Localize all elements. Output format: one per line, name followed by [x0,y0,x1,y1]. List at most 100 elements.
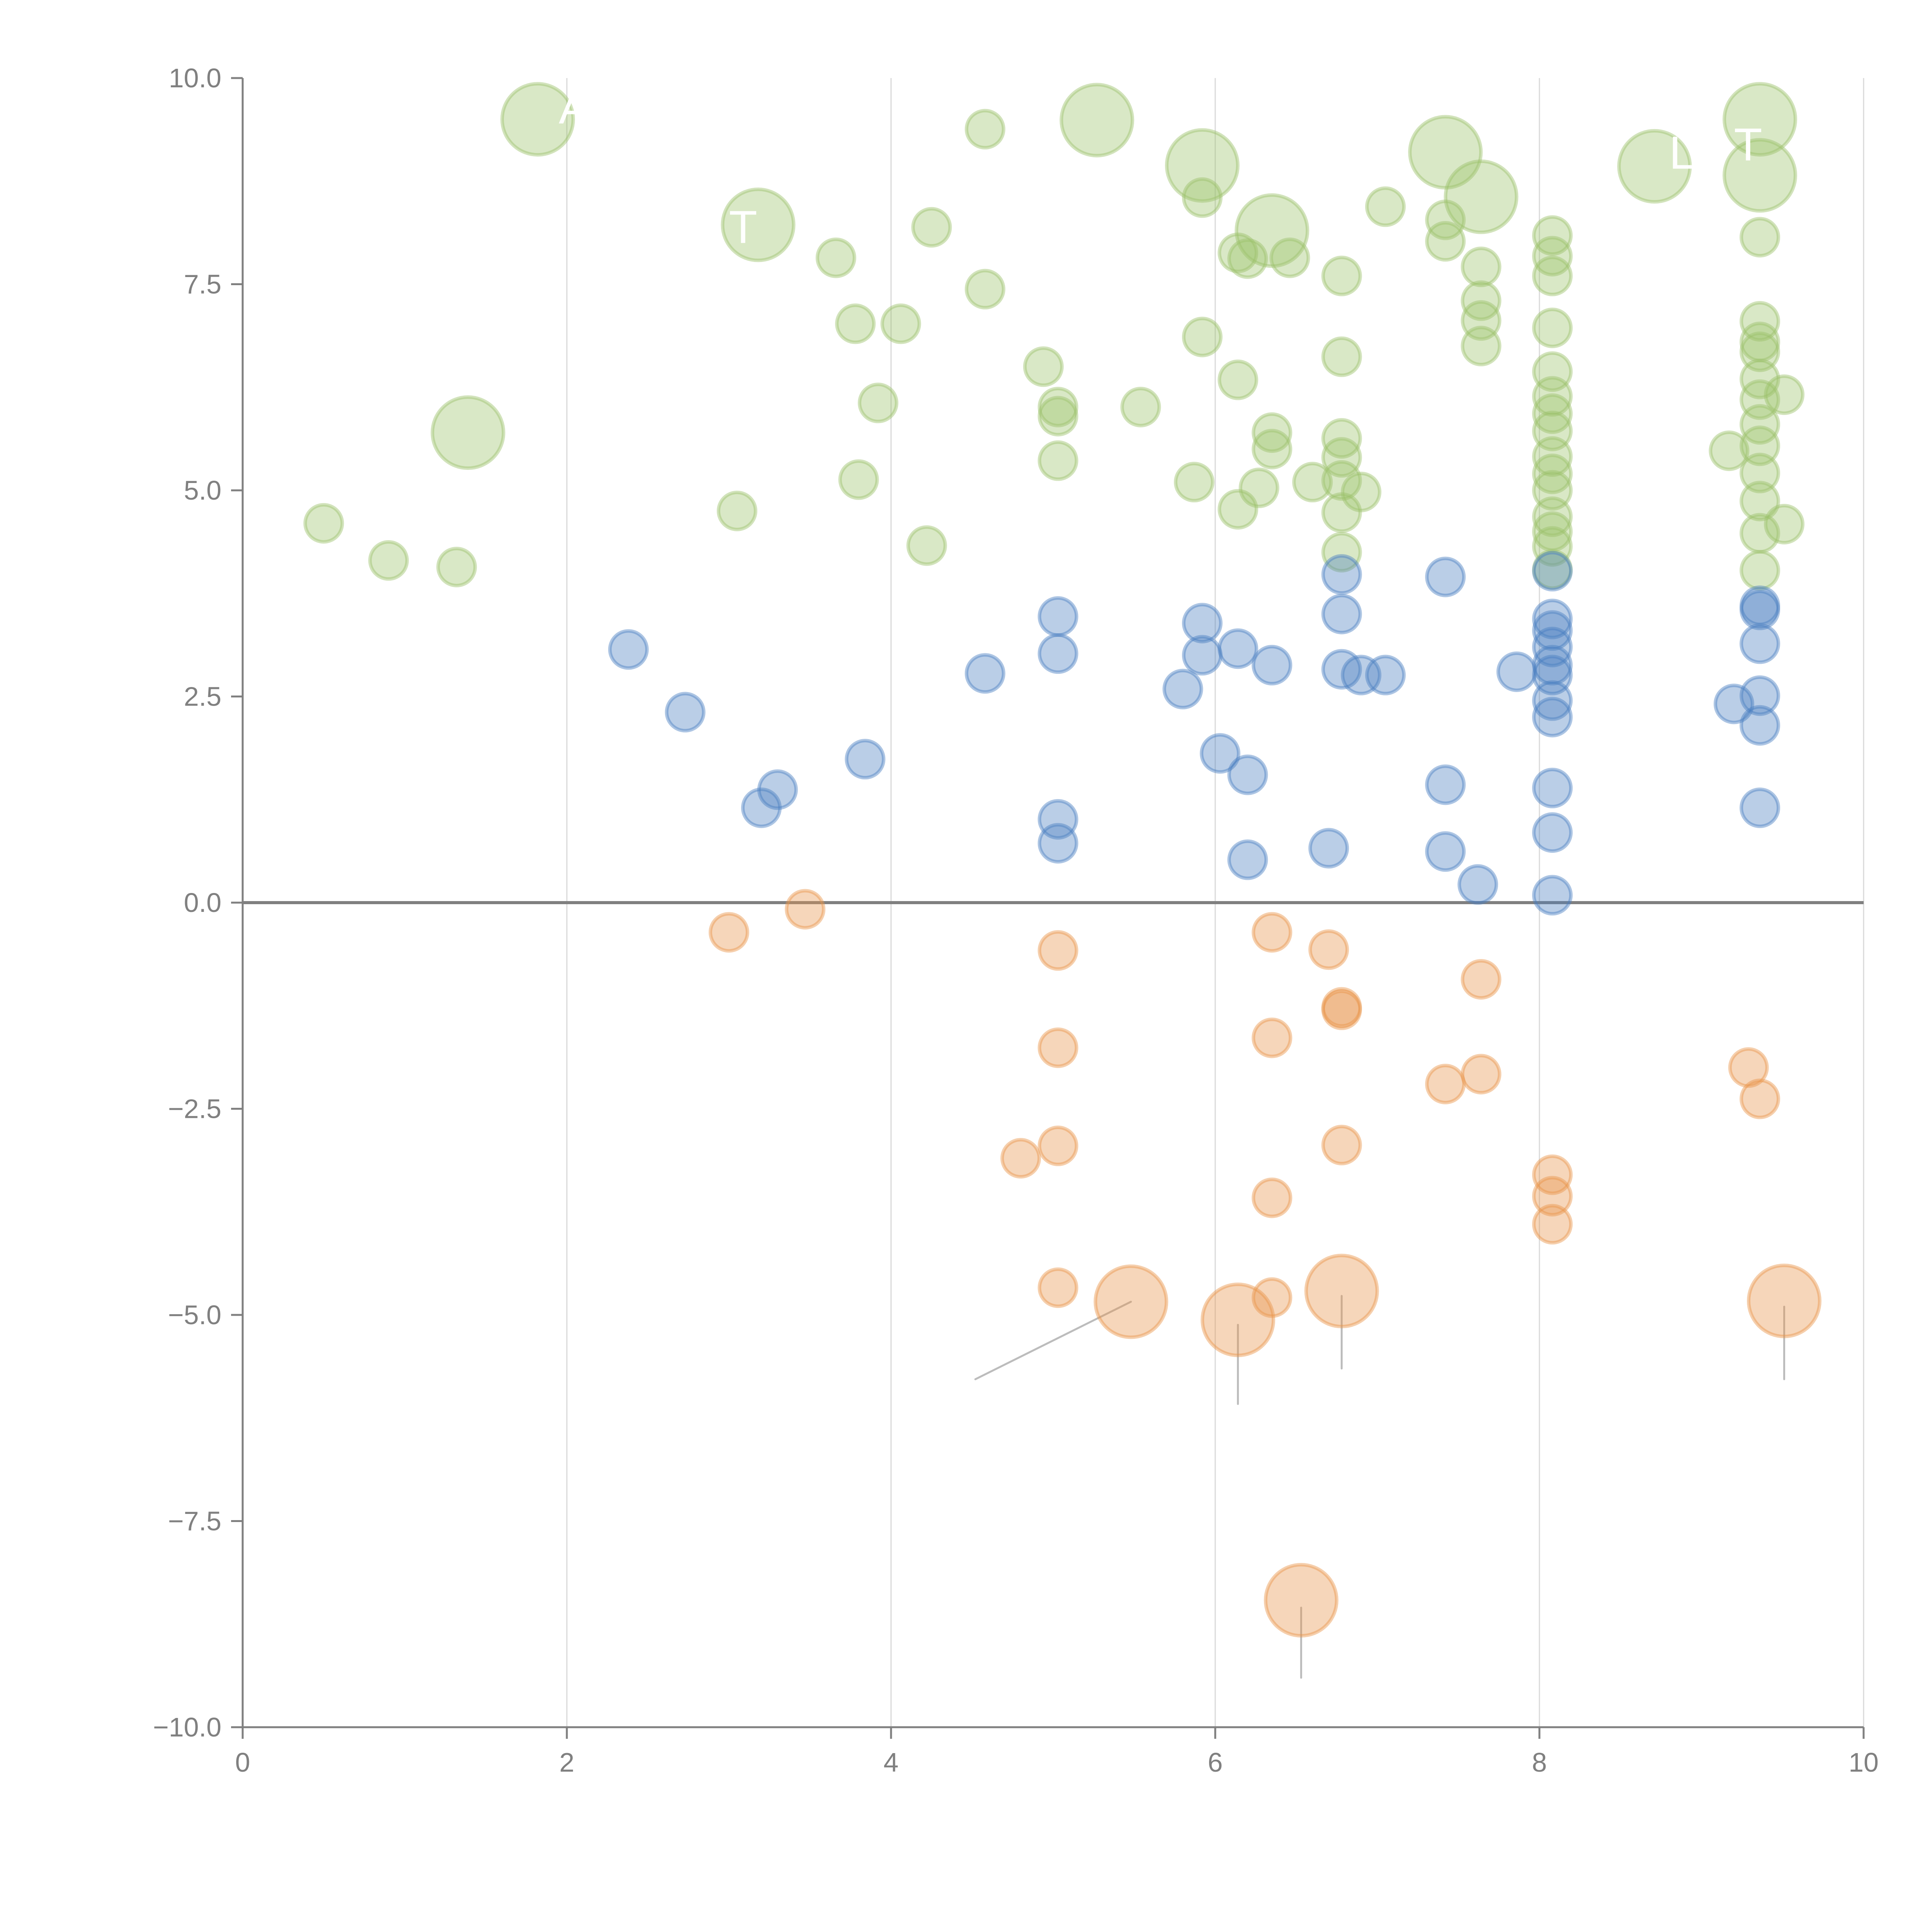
bubble-low [1037,1126,1078,1167]
bubble-mid [1218,628,1259,669]
bubble-high [1740,481,1781,522]
bubble-mid [1740,589,1781,630]
bubble-high [1740,321,1781,362]
bubble-high [1532,511,1573,552]
bubble-low [1425,1063,1466,1104]
bubble-high [1709,430,1750,471]
bubble-high [911,207,952,248]
bubble-high [1321,460,1362,501]
bubble-high [436,546,477,587]
bubble-label: T [729,201,757,253]
bubble-low [1264,1563,1338,1638]
bubble-mid [665,692,706,733]
bubble-high [1532,410,1573,451]
bubble-high [1173,462,1214,503]
bubble-high [1764,374,1804,415]
x-tick-label: 4 [884,1747,899,1777]
bubble-high [1037,386,1078,427]
bubble-mid [1308,828,1349,869]
bubble-high [964,269,1005,310]
bubble-high [500,82,575,157]
y-tick-label: −5.0 [168,1300,221,1330]
bubble-high [1444,159,1519,234]
bubble-low [1037,930,1078,971]
bubble-low [1252,1177,1293,1218]
bubble-low [1532,1204,1573,1245]
leader-lines [974,1295,1785,1679]
bubble-high [1461,280,1502,321]
axes: 0 2 4 6 8 10 10.0 7.5 5.0 2.5 0.0 −2.5 −5.0 −7.5 −10.0 [153,63,1879,1777]
bubble-low [1321,989,1362,1030]
bubble-high [1227,238,1268,279]
bubble-mid [1532,551,1573,592]
bubble-mid [1532,812,1573,853]
bubble-high [1218,489,1259,530]
x-tick-label: 8 [1532,1747,1547,1777]
bubble-mid [1532,680,1573,721]
bubble-low [1252,1017,1293,1058]
x-tick-label: 10 [1849,1747,1879,1777]
bubble-high [1425,199,1466,240]
y-tick-label: 2.5 [184,682,221,712]
bubble-mid [1321,554,1362,595]
bubble-high [1532,549,1573,590]
bubble-mid [1037,823,1078,864]
bubble-mid [1425,831,1466,872]
bubble-high [1182,177,1223,218]
bubble-high [1461,326,1502,367]
bubble-mid [1532,655,1573,696]
bubble-high [1292,462,1333,503]
bubble-low [1252,912,1293,953]
bubble-labels: ATL TE [559,82,1762,253]
bubble-high [1461,300,1502,341]
bubble-mid [1425,556,1466,597]
bubble-high [1238,468,1279,509]
bubble-high [1321,418,1362,459]
bubble-low [1728,1047,1769,1088]
bubble-high [1321,532,1362,573]
bubble-mid [1532,610,1573,651]
bubble-high [1532,526,1573,567]
bubble-high [1532,255,1573,296]
y-tick-label: 0.0 [184,888,221,918]
y-tick-label: −10.0 [153,1712,221,1742]
bubble-mid [1532,626,1573,667]
bubble-low [785,889,826,930]
bubble-low [709,912,749,953]
bubble-high [1037,396,1078,437]
bubble-label: L [1669,127,1695,179]
bubble-label: E [1313,148,1344,199]
bubble-mid [1740,787,1781,828]
x-tick-label: 6 [1208,1747,1223,1777]
bubble-high [880,303,921,344]
bubble-mid [1425,764,1466,805]
bubble-high [835,303,876,344]
bubble-high [1120,386,1161,427]
bubble-high [1532,470,1573,511]
bubble-low [1037,1267,1078,1308]
bubble-mid [1162,668,1203,709]
bubble-high [1365,186,1406,227]
bubble-low [1321,1124,1362,1165]
bubble-high [1341,471,1382,512]
bubbles [303,82,1821,1638]
bubble-high [1023,346,1064,387]
bubble-high [1740,301,1781,342]
bubble-high [815,237,856,278]
bubble-mid [608,629,649,670]
bubble-high [1037,440,1078,481]
bubble-low [1740,1078,1781,1119]
bubble-high [1425,221,1466,262]
bubble-low [1094,1264,1168,1339]
y-tick-label: 5.0 [184,475,221,505]
bubble-high [1532,376,1573,417]
bubble-mid [1341,655,1382,696]
bubble-high [1269,237,1310,278]
bubble-low [1321,987,1362,1028]
bubble-mid [964,653,1005,694]
bubble-mid [1740,585,1781,626]
bubble-high [1532,436,1573,477]
bubble-high [1165,128,1240,203]
bubble-label: T [1734,119,1762,170]
bubble-mid [1532,875,1573,916]
